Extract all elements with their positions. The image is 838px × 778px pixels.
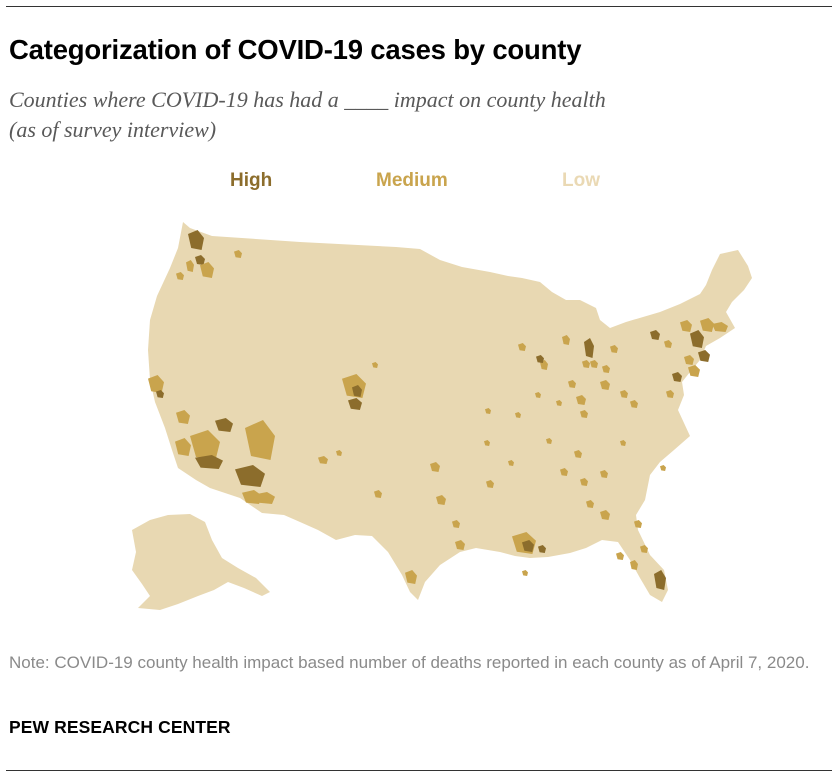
county-marker xyxy=(690,330,704,348)
county-marker xyxy=(580,410,588,418)
county-marker xyxy=(556,400,562,406)
county-marker xyxy=(175,438,191,456)
county-marker xyxy=(586,500,594,508)
chart-title: Categorization of COVID-19 cases by coun… xyxy=(9,34,582,65)
county-marker xyxy=(348,398,362,410)
county-marker xyxy=(672,372,682,382)
county-marker xyxy=(522,540,534,552)
county-marker xyxy=(654,570,666,590)
county-markers xyxy=(148,230,728,590)
county-marker xyxy=(200,262,214,278)
county-marker xyxy=(590,360,598,368)
county-marker xyxy=(318,456,328,464)
county-marker xyxy=(242,490,262,504)
county-marker xyxy=(176,272,184,280)
source-label: PEW RESEARCH CENTER xyxy=(9,717,231,737)
county-marker xyxy=(195,455,223,469)
county-marker xyxy=(700,318,714,332)
county-marker xyxy=(486,480,494,488)
bottom-rule xyxy=(6,770,832,771)
county-marker xyxy=(546,438,552,444)
county-marker xyxy=(600,470,608,478)
county-marker xyxy=(630,400,638,408)
chart-subtitle: Counties where COVID-19 has had a ____ i… xyxy=(9,87,606,142)
county-marker xyxy=(630,560,638,570)
county-marker xyxy=(610,345,618,353)
county-marker xyxy=(522,570,528,576)
county-marker xyxy=(600,380,610,390)
county-marker xyxy=(374,490,382,498)
county-marker xyxy=(538,545,546,553)
county-marker xyxy=(215,418,233,432)
legend-high: High xyxy=(230,170,273,191)
county-marker xyxy=(660,465,666,471)
county-marker xyxy=(372,362,378,368)
county-marker xyxy=(602,365,610,373)
county-marker xyxy=(650,330,660,340)
county-marker xyxy=(640,545,648,553)
county-marker xyxy=(352,385,362,397)
county-marker xyxy=(580,478,588,486)
county-marker xyxy=(584,338,594,358)
county-marker xyxy=(535,392,541,398)
county-marker xyxy=(680,320,692,332)
county-marker xyxy=(255,492,275,504)
county-marker xyxy=(562,335,570,345)
county-marker xyxy=(684,355,694,365)
county-marker xyxy=(195,255,205,265)
county-marker xyxy=(568,380,576,388)
county-marker xyxy=(515,412,521,418)
county-marker xyxy=(518,343,526,351)
chart-note: Note: COVID-19 county health impact base… xyxy=(9,653,810,672)
county-marker xyxy=(156,390,164,398)
county-marker xyxy=(576,395,586,405)
county-marker xyxy=(455,540,465,550)
county-marker xyxy=(698,350,710,362)
county-marker xyxy=(536,355,544,363)
county-marker xyxy=(666,390,674,398)
county-marker xyxy=(560,468,568,476)
county-marker xyxy=(336,450,342,456)
legend-medium: Medium xyxy=(376,170,448,191)
contiguous-us-shape xyxy=(148,222,752,602)
alaska-shape xyxy=(132,514,270,610)
county-marker xyxy=(634,520,642,528)
county-marker xyxy=(712,322,728,332)
county-marker xyxy=(235,465,265,487)
county-marker xyxy=(620,440,626,446)
county-marker xyxy=(430,462,440,472)
county-marker xyxy=(245,420,275,460)
county-marker xyxy=(574,450,582,458)
legend-low: Low xyxy=(562,170,600,191)
county-marker xyxy=(452,520,460,528)
county-marker xyxy=(484,440,490,446)
county-marker xyxy=(176,410,190,424)
county-marker xyxy=(234,250,242,258)
county-marker xyxy=(664,340,672,348)
county-marker xyxy=(582,360,590,368)
county-marker xyxy=(485,408,491,414)
county-marker xyxy=(405,570,417,584)
county-marker xyxy=(616,552,624,560)
county-marker xyxy=(188,230,204,250)
top-rule xyxy=(6,6,832,7)
county-marker xyxy=(600,510,610,520)
county-marker xyxy=(186,260,194,272)
county-marker xyxy=(190,430,220,460)
county-marker xyxy=(436,495,446,505)
county-marker xyxy=(688,365,700,377)
county-marker xyxy=(148,375,164,393)
county-marker xyxy=(620,390,628,398)
county-marker xyxy=(508,460,514,466)
